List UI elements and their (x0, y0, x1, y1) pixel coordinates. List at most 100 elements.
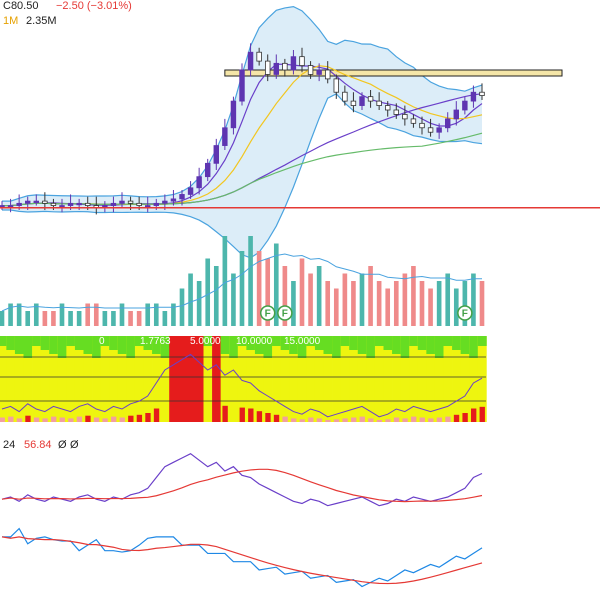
heat-cell (469, 336, 479, 422)
ind-v1: 5.0000 (190, 336, 221, 347)
rsi-value: 56.84 (24, 439, 52, 451)
heat-bar (222, 405, 228, 422)
candle-body (204, 162, 211, 178)
heat-cell (349, 336, 359, 422)
volume-bar (248, 236, 253, 326)
heat-cell-top (229, 336, 239, 358)
heat-cell (152, 336, 161, 422)
rsi-line (1, 452, 483, 507)
heat-cell-top (340, 336, 350, 346)
volume-bar (282, 266, 288, 326)
volume-bar (111, 311, 116, 326)
header-volume-value: 2.35M (26, 15, 57, 27)
heat-bar (291, 418, 297, 422)
heat-cell-top (57, 336, 67, 358)
heat-cell (92, 336, 101, 422)
heat-cell-top (246, 336, 256, 350)
candle-body (24, 200, 31, 204)
heat-bar (299, 419, 305, 422)
heat-bar (0, 417, 5, 422)
candle-body (7, 205, 14, 208)
candle-body (299, 56, 305, 66)
heat-cell-top (117, 336, 127, 354)
heat-bar (385, 419, 391, 422)
heat-cell (460, 336, 470, 422)
heat-cell (14, 336, 24, 422)
heat-cell (254, 336, 264, 422)
volume-bar (299, 258, 305, 326)
heat-cell-top (32, 336, 41, 346)
heat-cell (272, 336, 281, 422)
candle-body (127, 200, 134, 204)
heat-bar (436, 417, 443, 422)
heat-bar (16, 418, 23, 422)
heat-cell (452, 336, 461, 422)
header-close: C80.50 (3, 0, 39, 12)
volume-bar (445, 273, 451, 326)
heat-cell (6, 336, 16, 422)
heat-cell-top (400, 336, 410, 358)
heat-cell (426, 336, 436, 422)
heat-bar (282, 416, 288, 422)
heat-cell (117, 336, 127, 422)
volume-bar (205, 258, 211, 326)
volume-bar (93, 303, 99, 326)
heat-bar (111, 416, 117, 422)
heat-bar (128, 415, 134, 422)
heat-bar (76, 416, 83, 422)
volume-bar (162, 311, 168, 326)
heat-cell-top (160, 336, 170, 358)
volume-bar (239, 251, 245, 326)
volume-bar (102, 311, 108, 326)
candle-body (333, 78, 340, 93)
heat-cell (177, 336, 187, 422)
heat-cell (194, 336, 204, 422)
heat-cell (314, 336, 324, 422)
heat-cell (323, 336, 333, 422)
heat-cell-top (237, 336, 247, 346)
heat-bar (428, 418, 434, 422)
candle-body (479, 91, 485, 96)
candle-body (410, 118, 417, 124)
heat-cell (186, 336, 196, 422)
heat-cell-top (417, 336, 427, 350)
heat-cell (83, 336, 93, 422)
candlestick-series[interactable] (0, 43, 485, 215)
heat-bar (51, 416, 57, 422)
heat-bar (136, 414, 143, 422)
heat-cell (409, 336, 419, 422)
f-marker-circle (457, 305, 473, 321)
candle-body (384, 105, 391, 111)
osc-signal (1, 536, 483, 585)
heat-cell-top (40, 336, 50, 350)
volume-bar (51, 311, 56, 326)
volume-bars (0, 236, 485, 326)
candle-body (256, 51, 262, 62)
candle-body (247, 51, 254, 71)
candle-body (307, 65, 314, 75)
heat-cell (160, 336, 170, 422)
heat-cell (263, 336, 273, 422)
candle-body (84, 202, 91, 206)
heat-cell (229, 336, 239, 422)
candle-body (367, 96, 374, 102)
heat-cell (392, 336, 401, 422)
heat-cell-top (357, 336, 367, 354)
candle-body (110, 202, 117, 206)
heat-cell-top (426, 336, 436, 354)
heat-cell (126, 336, 136, 422)
heat-cell-top (74, 336, 84, 350)
candle-body (453, 109, 460, 120)
heat-cell-top (452, 336, 461, 350)
heat-bar (359, 416, 365, 422)
volume-bar (171, 303, 176, 326)
volume-bar (368, 266, 373, 326)
heat-cell-top (49, 336, 59, 354)
volume-bar (359, 273, 365, 326)
heatmap-indicator (0, 336, 487, 422)
header-change: −2.50 (−3.01%) (56, 0, 132, 12)
volume-bar (0, 311, 5, 326)
heat-cell (417, 336, 427, 422)
heat-cell (400, 336, 410, 422)
